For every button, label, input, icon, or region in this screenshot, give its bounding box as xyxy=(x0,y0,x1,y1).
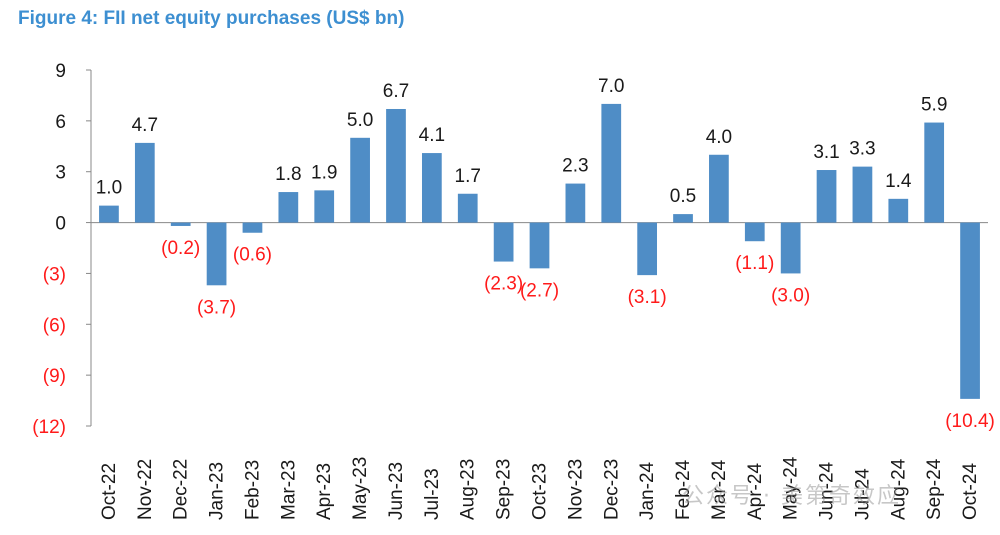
x-tick-label: Apr-24 xyxy=(745,463,766,520)
x-tick-label: Jul-24 xyxy=(852,468,873,520)
data-label: (3.7) xyxy=(197,297,236,318)
y-tick-label: 9 xyxy=(55,61,66,82)
data-label: 1.9 xyxy=(311,162,337,183)
data-label: 5.0 xyxy=(347,110,373,131)
bar xyxy=(924,122,945,223)
bar xyxy=(134,142,155,223)
data-label: 5.9 xyxy=(921,95,947,116)
data-label: 1.4 xyxy=(885,171,912,192)
x-tick-label: Jan-23 xyxy=(207,462,228,520)
data-label: 3.1 xyxy=(813,142,839,163)
x-tick-label: Nov-23 xyxy=(565,459,586,520)
bar xyxy=(852,166,873,223)
bar xyxy=(386,108,406,223)
x-tick-label: Oct-24 xyxy=(960,463,981,520)
x-tick-label: Feb-24 xyxy=(673,459,694,520)
data-label: (10.4) xyxy=(945,411,995,432)
x-tick-label: Oct-22 xyxy=(99,463,120,520)
data-label: 7.0 xyxy=(598,76,624,97)
bar xyxy=(206,222,227,286)
x-tick-label: Mar-23 xyxy=(278,460,299,520)
y-axis-ticks: 9 6 3 0 (3) (6) (9) (12) xyxy=(32,61,91,438)
data-label: 1.8 xyxy=(275,164,301,185)
x-tick-label: May-23 xyxy=(350,457,371,520)
data-label: (2.3) xyxy=(484,274,523,295)
bar xyxy=(421,153,442,223)
bar xyxy=(529,222,550,269)
x-tick-label: Oct-23 xyxy=(530,463,551,520)
x-tick-label: May-24 xyxy=(781,456,802,520)
x-tick-label: Jun-24 xyxy=(817,461,838,520)
data-label: 1.0 xyxy=(96,178,122,199)
bar xyxy=(780,222,801,274)
data-label: 1.7 xyxy=(455,166,481,187)
bar xyxy=(637,222,658,276)
data-label: 4.7 xyxy=(132,115,158,136)
y-tick-label: (9) xyxy=(43,366,66,387)
bar xyxy=(816,170,837,223)
data-label: 0.5 xyxy=(670,186,696,207)
data-label: (3.0) xyxy=(771,285,810,306)
data-label: 4.0 xyxy=(706,127,732,148)
bar xyxy=(350,137,370,223)
bar xyxy=(242,222,263,233)
data-label: 6.7 xyxy=(383,81,409,102)
x-tick-label: Aug-23 xyxy=(458,459,479,520)
x-tick-label: Jul-23 xyxy=(422,468,443,520)
chart-title: Figure 4: FII net equity purchases (US$ … xyxy=(18,8,405,29)
bar xyxy=(744,222,765,242)
x-tick-label: Mar-24 xyxy=(709,459,730,520)
data-label: (0.2) xyxy=(161,238,200,259)
bar xyxy=(565,183,586,223)
x-tick-label: Dec-22 xyxy=(171,459,192,520)
x-axis-ticks: Oct-22 Nov-22 Dec-22 Jan-23 Feb-23 Mar-23 Apr-… xyxy=(99,456,981,520)
data-label: (0.6) xyxy=(233,245,272,266)
y-tick-label: (12) xyxy=(32,417,66,438)
x-tick-label: Nov-22 xyxy=(135,459,156,520)
x-tick-label: Apr-23 xyxy=(314,463,335,520)
bar xyxy=(493,222,514,262)
x-tick-label: Sep-24 xyxy=(924,458,945,520)
bar xyxy=(457,193,478,223)
y-tick-label: 6 xyxy=(55,112,66,133)
x-tick-label: Jan-24 xyxy=(637,461,658,520)
data-label: (1.1) xyxy=(735,253,774,274)
y-tick-label: (6) xyxy=(43,315,66,336)
bar xyxy=(960,222,980,399)
data-label: 4.1 xyxy=(419,125,445,146)
chart-data-labels: 1.0 4.7 (0.2) (3.7) (0.6) 1.8 1.9 5.0 6.7 4.1 1.7 (… xyxy=(96,76,995,432)
bar xyxy=(278,192,299,223)
bar xyxy=(888,198,909,223)
chart-bars xyxy=(99,103,980,399)
x-tick-label: Jun-23 xyxy=(386,462,407,520)
bar xyxy=(314,190,335,223)
data-label: (2.7) xyxy=(520,280,559,301)
x-tick-label: Feb-23 xyxy=(242,460,263,520)
y-tick-label: 0 xyxy=(55,214,66,235)
x-tick-label: Sep-23 xyxy=(494,459,515,520)
data-label: 3.3 xyxy=(849,139,875,160)
x-tick-label: Aug-24 xyxy=(888,458,909,520)
x-tick-label: Dec-23 xyxy=(601,459,622,520)
watermark: 公众号 · 美第奇效应 xyxy=(682,484,901,509)
y-tick-label: 3 xyxy=(55,163,66,184)
data-label: 2.3 xyxy=(562,156,588,177)
bar xyxy=(170,222,191,226)
data-label: (3.1) xyxy=(628,287,667,308)
y-tick-label: (3) xyxy=(43,264,66,285)
bar xyxy=(99,205,119,223)
bar xyxy=(673,214,693,223)
bar xyxy=(601,103,622,223)
bar xyxy=(709,154,729,223)
